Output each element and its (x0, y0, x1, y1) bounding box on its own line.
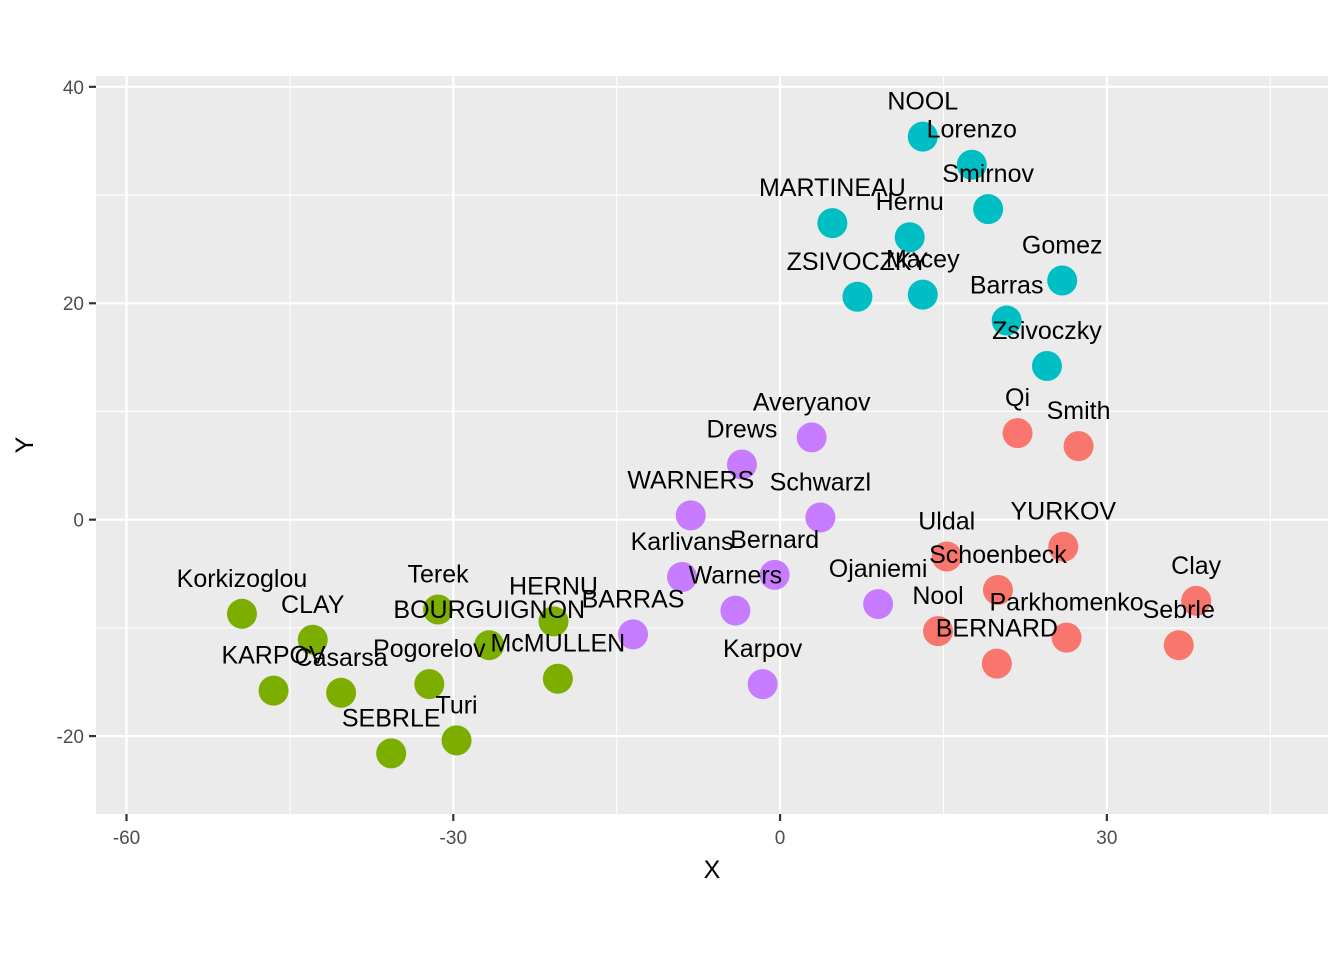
data-point-label: HERNU (509, 572, 598, 600)
data-point (796, 422, 827, 453)
data-point (1063, 431, 1094, 462)
data-point (423, 594, 454, 625)
data-point (376, 738, 407, 769)
data-point (414, 669, 445, 700)
data-point-label: BERNARD (936, 615, 1058, 643)
data-point (1031, 351, 1062, 382)
data-point-label: NOOL (887, 88, 958, 116)
data-point-label: Ojaniemi (829, 555, 928, 583)
data-point-label: Drews (707, 415, 778, 443)
data-point (805, 502, 836, 533)
x-tick-label: -60 (113, 828, 140, 849)
data-point (258, 675, 289, 706)
data-point-label: Hernu (876, 188, 944, 216)
y-tick-label: 0 (73, 511, 84, 532)
data-point-label: Parkhomenko (989, 589, 1143, 617)
data-point-label: Sebrle (1143, 596, 1215, 624)
x-axis-title: X (704, 856, 721, 884)
data-point-label: SEBRLE (342, 704, 441, 732)
data-point-label: Korkizoglou (177, 565, 308, 593)
y-tick-label: 20 (63, 294, 84, 315)
data-point-label: Macey (886, 246, 960, 274)
data-point-label: Karpov (723, 635, 803, 663)
point-labels: Qi Smith Uldal YURKOV Schoenbeck Clay Nool Park… (177, 88, 1222, 733)
data-point (441, 725, 472, 756)
data-point-label: Barras (970, 272, 1044, 300)
data-point-label: Karlivans (631, 528, 734, 556)
grid-major (96, 76, 1328, 814)
data-point-label: Schoenbeck (929, 541, 1067, 569)
data-point-label: Terek (407, 560, 469, 588)
data-point (863, 589, 894, 620)
data-point-label: Warners (689, 562, 783, 590)
data-point (991, 305, 1022, 336)
data-point-label: BOURGUIGNON (393, 596, 585, 624)
data-point-label: Smith (1047, 397, 1111, 425)
data-point (956, 149, 987, 180)
data-point (747, 669, 778, 700)
data-points (226, 121, 1212, 769)
data-point (538, 606, 569, 637)
data-point-label: Gomez (1022, 232, 1103, 260)
data-point (1002, 418, 1033, 449)
data-point-label: Zsivoczky (992, 317, 1102, 345)
y-tick-label: -20 (57, 727, 84, 748)
data-point (1163, 630, 1194, 661)
data-point (907, 121, 938, 152)
data-point-label: MARTINEAU (759, 174, 906, 202)
data-point (226, 598, 257, 629)
data-point (817, 208, 848, 239)
data-point (894, 222, 925, 253)
data-point (726, 449, 757, 480)
data-point-label: Turi (435, 691, 477, 719)
data-point (1051, 622, 1082, 653)
data-point-label: Averyanov (753, 388, 871, 416)
data-point-label: BARRAS (582, 585, 685, 613)
data-point (675, 500, 706, 531)
y-axis-title: Y (11, 436, 39, 453)
data-point-label: Smirnov (942, 160, 1034, 188)
data-point-label: ZSIVOCZKY (787, 248, 929, 276)
grid-minor (96, 76, 1328, 814)
data-point-label: Lorenzo (927, 116, 1017, 144)
x-tick-label: 0 (775, 828, 786, 849)
data-point-label: Schwarzl (770, 469, 871, 497)
data-point (1047, 265, 1078, 296)
data-point-label: Pogorelov (373, 635, 486, 663)
x-tick-label: -30 (440, 828, 467, 849)
data-point (982, 575, 1013, 606)
plot-panel (96, 76, 1328, 814)
data-point (326, 677, 357, 708)
data-point (907, 279, 938, 310)
data-point (297, 624, 328, 655)
data-point (981, 648, 1012, 679)
data-point-label: Casarsa (295, 644, 388, 672)
data-point-label: KARPOV (221, 642, 326, 670)
data-point (923, 616, 954, 647)
data-point-label: Bernard (730, 526, 819, 554)
data-point (931, 541, 962, 572)
data-point (973, 194, 1004, 225)
x-tick-label: 30 (1096, 828, 1117, 849)
data-point-label: Uldal (918, 507, 975, 535)
data-point-label: McMULLEN (490, 630, 625, 658)
data-point (1181, 585, 1212, 616)
axis-ticks: -60 -30 0 30 -20 0 20 40 (57, 78, 1118, 849)
data-point (842, 281, 873, 312)
data-point-label: WARNERS (627, 466, 754, 494)
data-point (667, 562, 698, 593)
data-point-label: Clay (1171, 552, 1222, 580)
data-point-label: Qi (1005, 384, 1030, 412)
data-point (618, 619, 649, 650)
data-point (1048, 531, 1079, 562)
data-point (759, 559, 790, 590)
data-point-label: Nool (912, 582, 963, 610)
y-tick-label: 40 (63, 78, 84, 99)
data-point-label: CLAY (281, 591, 345, 619)
data-point (720, 595, 751, 626)
data-point (542, 663, 573, 694)
data-point (474, 630, 505, 661)
data-point-label: YURKOV (1011, 498, 1117, 526)
